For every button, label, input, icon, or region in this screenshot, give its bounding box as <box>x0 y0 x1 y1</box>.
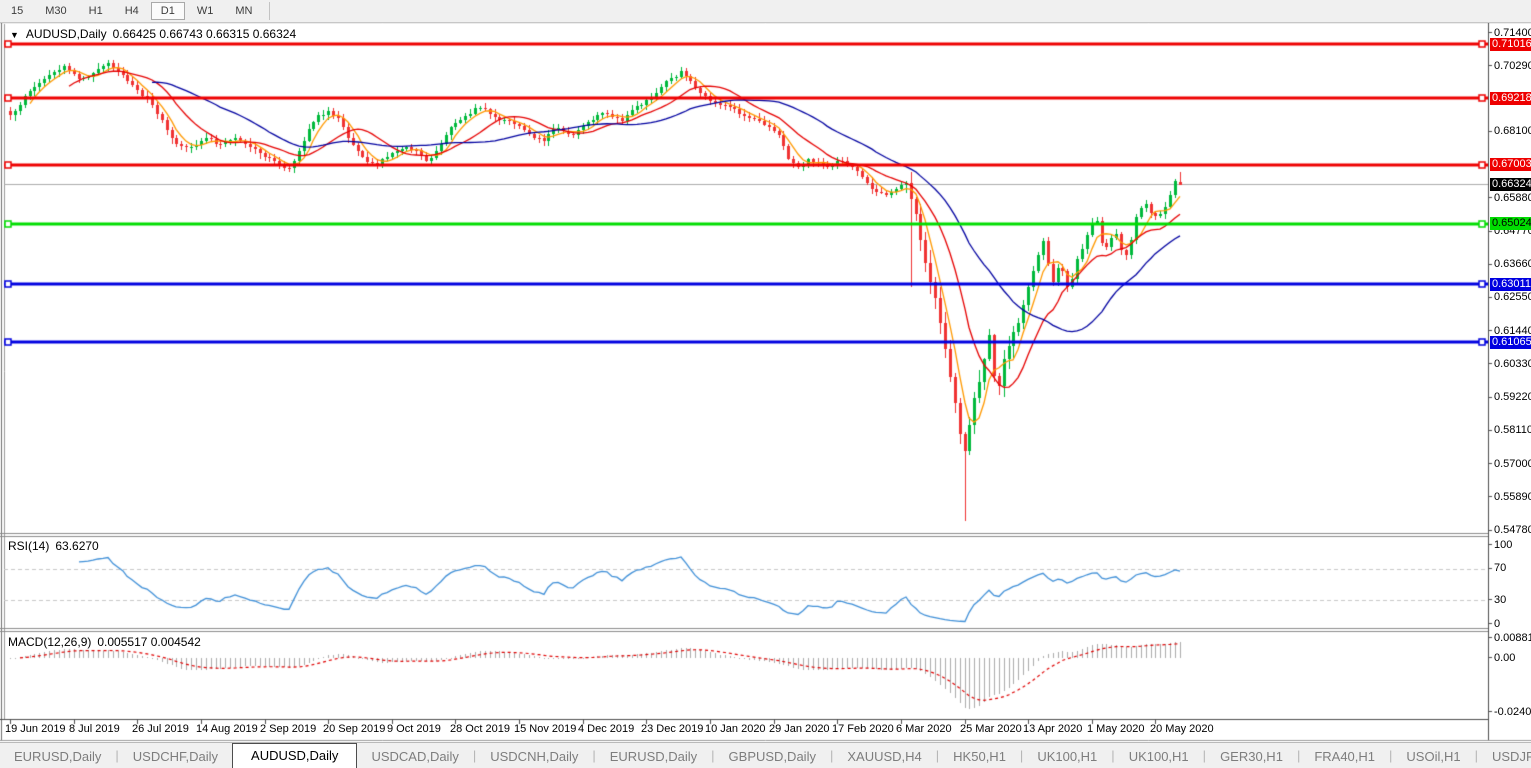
tab-separator: | <box>829 747 834 763</box>
rsi-pane-title: RSI(14) 63.6270 <box>8 539 99 553</box>
rsi-axis-label: 100 <box>1494 538 1513 551</box>
tab-separator: | <box>1202 747 1207 763</box>
timeframe-button-15[interactable]: 15 <box>11 5 24 17</box>
symbol-tab-eurusd-daily[interactable]: EURUSD,Daily <box>14 749 102 764</box>
date-axis-label: 25 Mar 2020 <box>960 723 1022 735</box>
price-axis-label: 0.57000 <box>1494 457 1531 470</box>
timeframe-button-mn[interactable]: MN <box>235 5 253 17</box>
price-axis-label: 0.63660 <box>1494 258 1531 271</box>
date-axis-label: 14 Aug 2019 <box>196 723 258 735</box>
tab-separator: | <box>711 747 715 763</box>
date-axis-label: 10 Jan 2020 <box>705 723 766 735</box>
tab-separator: | <box>115 747 119 763</box>
tab-separator: | <box>1296 747 1301 763</box>
tab-separator: | <box>472 747 477 763</box>
price-axis-label: 0.59220 <box>1494 391 1531 404</box>
timeframe-button-d1[interactable]: D1 <box>150 2 185 20</box>
symbol-tab-ger30-h1[interactable]: GER30,H1 <box>1220 749 1283 764</box>
rsi-label: RSI(14) <box>8 539 50 553</box>
date-axis-label: 29 Jan 2020 <box>769 723 830 735</box>
macd-axis-label: -0.024082 <box>1494 705 1531 718</box>
chart-symbol-label: AUDUSD,Daily <box>25 27 107 41</box>
symbol-tab-usdcad-daily[interactable]: USDCAD,Daily <box>371 749 459 764</box>
date-axis-label: 9 Oct 2019 <box>387 723 441 735</box>
date-axis-label: 2 Sep 2019 <box>260 723 317 735</box>
symbol-tab-usdcnh-daily[interactable]: USDCNH,Daily <box>490 749 579 764</box>
date-axis-label: 1 May 2020 <box>1087 723 1145 735</box>
price-axis-label: 0.61440 <box>1494 324 1531 337</box>
macd-values: 0.005517 0.004542 <box>97 635 201 649</box>
tab-separator: | <box>1019 747 1024 763</box>
timeframe-button-h4[interactable]: H4 <box>124 5 139 17</box>
timeframe-toolbar: 15 M30 H1 H4 D1 W1 MN <box>0 0 1531 23</box>
tab-separator: | <box>1389 747 1393 763</box>
price-axis-label: 0.58110 <box>1494 424 1531 437</box>
macd-label: MACD(12,26,9) <box>8 635 92 649</box>
symbol-tab-xauusd-h4[interactable]: XAUUSD,H4 <box>847 749 922 764</box>
date-axis-label: 20 May 2020 <box>1150 723 1214 735</box>
macd-axis-label: 0.008815 <box>1494 631 1531 644</box>
rsi-value: 63.6270 <box>55 539 99 553</box>
chart-title: ▼ AUDUSD,Daily 0.66425 0.66743 0.66315 0.6… <box>10 27 296 41</box>
date-axis-label: 8 Jul 2019 <box>69 723 120 735</box>
symbol-tab-gbpusd-daily[interactable]: GBPUSD,Daily <box>728 749 816 764</box>
date-axis-label: 28 Oct 2019 <box>450 723 510 735</box>
support-price-badge: 0.63011 <box>1490 277 1531 291</box>
date-axis-label: 23 Dec 2019 <box>641 723 704 735</box>
tab-separator: | <box>1111 747 1115 763</box>
toolbar-separator <box>269 2 271 20</box>
timeframe-button-m30[interactable]: M30 <box>45 5 67 17</box>
symbol-tab-usoil-h1[interactable]: USOil,H1 <box>1406 749 1461 764</box>
tab-separator: | <box>1474 747 1478 763</box>
price-axis-label: 0.55890 <box>1494 490 1531 503</box>
symbol-tab-uk100-h1[interactable]: UK100,H1 <box>1128 749 1189 764</box>
symbol-tab-bar: EURUSD,Daily | USDCHF,Daily AUDUSD,Daily USD… <box>0 742 1531 768</box>
timeframe-button-h1[interactable]: H1 <box>88 5 103 17</box>
price-axis-label: 0.65880 <box>1494 191 1531 204</box>
price-axis-label: 0.71400 <box>1494 26 1531 39</box>
date-axis-label: 20 Sep 2019 <box>323 723 386 735</box>
date-axis-label: 17 Feb 2020 <box>832 723 894 735</box>
price-axis-label: 0.68100 <box>1494 125 1531 138</box>
chart-ohlc-values: 0.66425 0.66743 0.66315 0.66324 <box>112 27 297 41</box>
price-axis-label: 0.70290 <box>1494 59 1531 72</box>
chart-collapse-icon[interactable]: ▼ <box>10 30 19 40</box>
resistance-price-badge: 0.69218 <box>1490 91 1531 105</box>
rsi-axis-label: 30 <box>1494 593 1507 606</box>
date-axis-label: 19 Jun 2019 <box>5 723 66 735</box>
timeframe-button-w1[interactable]: W1 <box>196 5 214 17</box>
date-axis-label: 26 Jul 2019 <box>132 723 189 735</box>
symbol-tab-usdjpy-h1[interactable]: USDJPY,H1 <box>1492 749 1531 764</box>
rsi-axis-label: 70 <box>1494 562 1507 575</box>
symbol-tab-audusd-daily[interactable]: AUDUSD,Daily <box>232 743 358 768</box>
macd-pane-title: MACD(12,26,9) 0.005517 0.004542 <box>8 635 201 649</box>
support-price-badge: 0.65024 <box>1490 217 1531 231</box>
date-axis-label: 4 Dec 2019 <box>578 723 635 735</box>
symbol-tab-uk100-h1[interactable]: UK100,H1 <box>1037 749 1098 764</box>
resistance-price-badge: 0.67003 <box>1490 158 1531 172</box>
symbol-tab-eurusd-daily[interactable]: EURUSD,Daily <box>609 749 698 764</box>
resistance-price-badge: 0.71016 <box>1490 37 1531 51</box>
symbol-tab-fra40-h1[interactable]: FRA40,H1 <box>1314 749 1376 764</box>
date-axis-label: 6 Mar 2020 <box>896 723 952 735</box>
tab-separator: | <box>935 747 940 763</box>
tab-separator: | <box>592 747 596 763</box>
support-price-badge: 0.61065 <box>1490 335 1531 349</box>
price-axis-label: 0.60330 <box>1494 357 1531 370</box>
price-axis-label: 0.62550 <box>1494 291 1531 304</box>
date-axis-label: 13 Apr 2020 <box>1023 723 1083 735</box>
symbol-tab-usdchf-daily[interactable]: USDCHF,Daily <box>132 749 219 764</box>
date-axis-label: 15 Nov 2019 <box>514 723 577 735</box>
symbol-tab-hk50-h1[interactable]: HK50,H1 <box>953 749 1006 764</box>
rsi-axis-label: 0 <box>1494 617 1501 630</box>
current-price-badge: 0.66324 <box>1490 178 1531 192</box>
price-axis-label: 0.54780 <box>1494 524 1531 537</box>
macd-axis-label: 0.00 <box>1494 651 1516 664</box>
